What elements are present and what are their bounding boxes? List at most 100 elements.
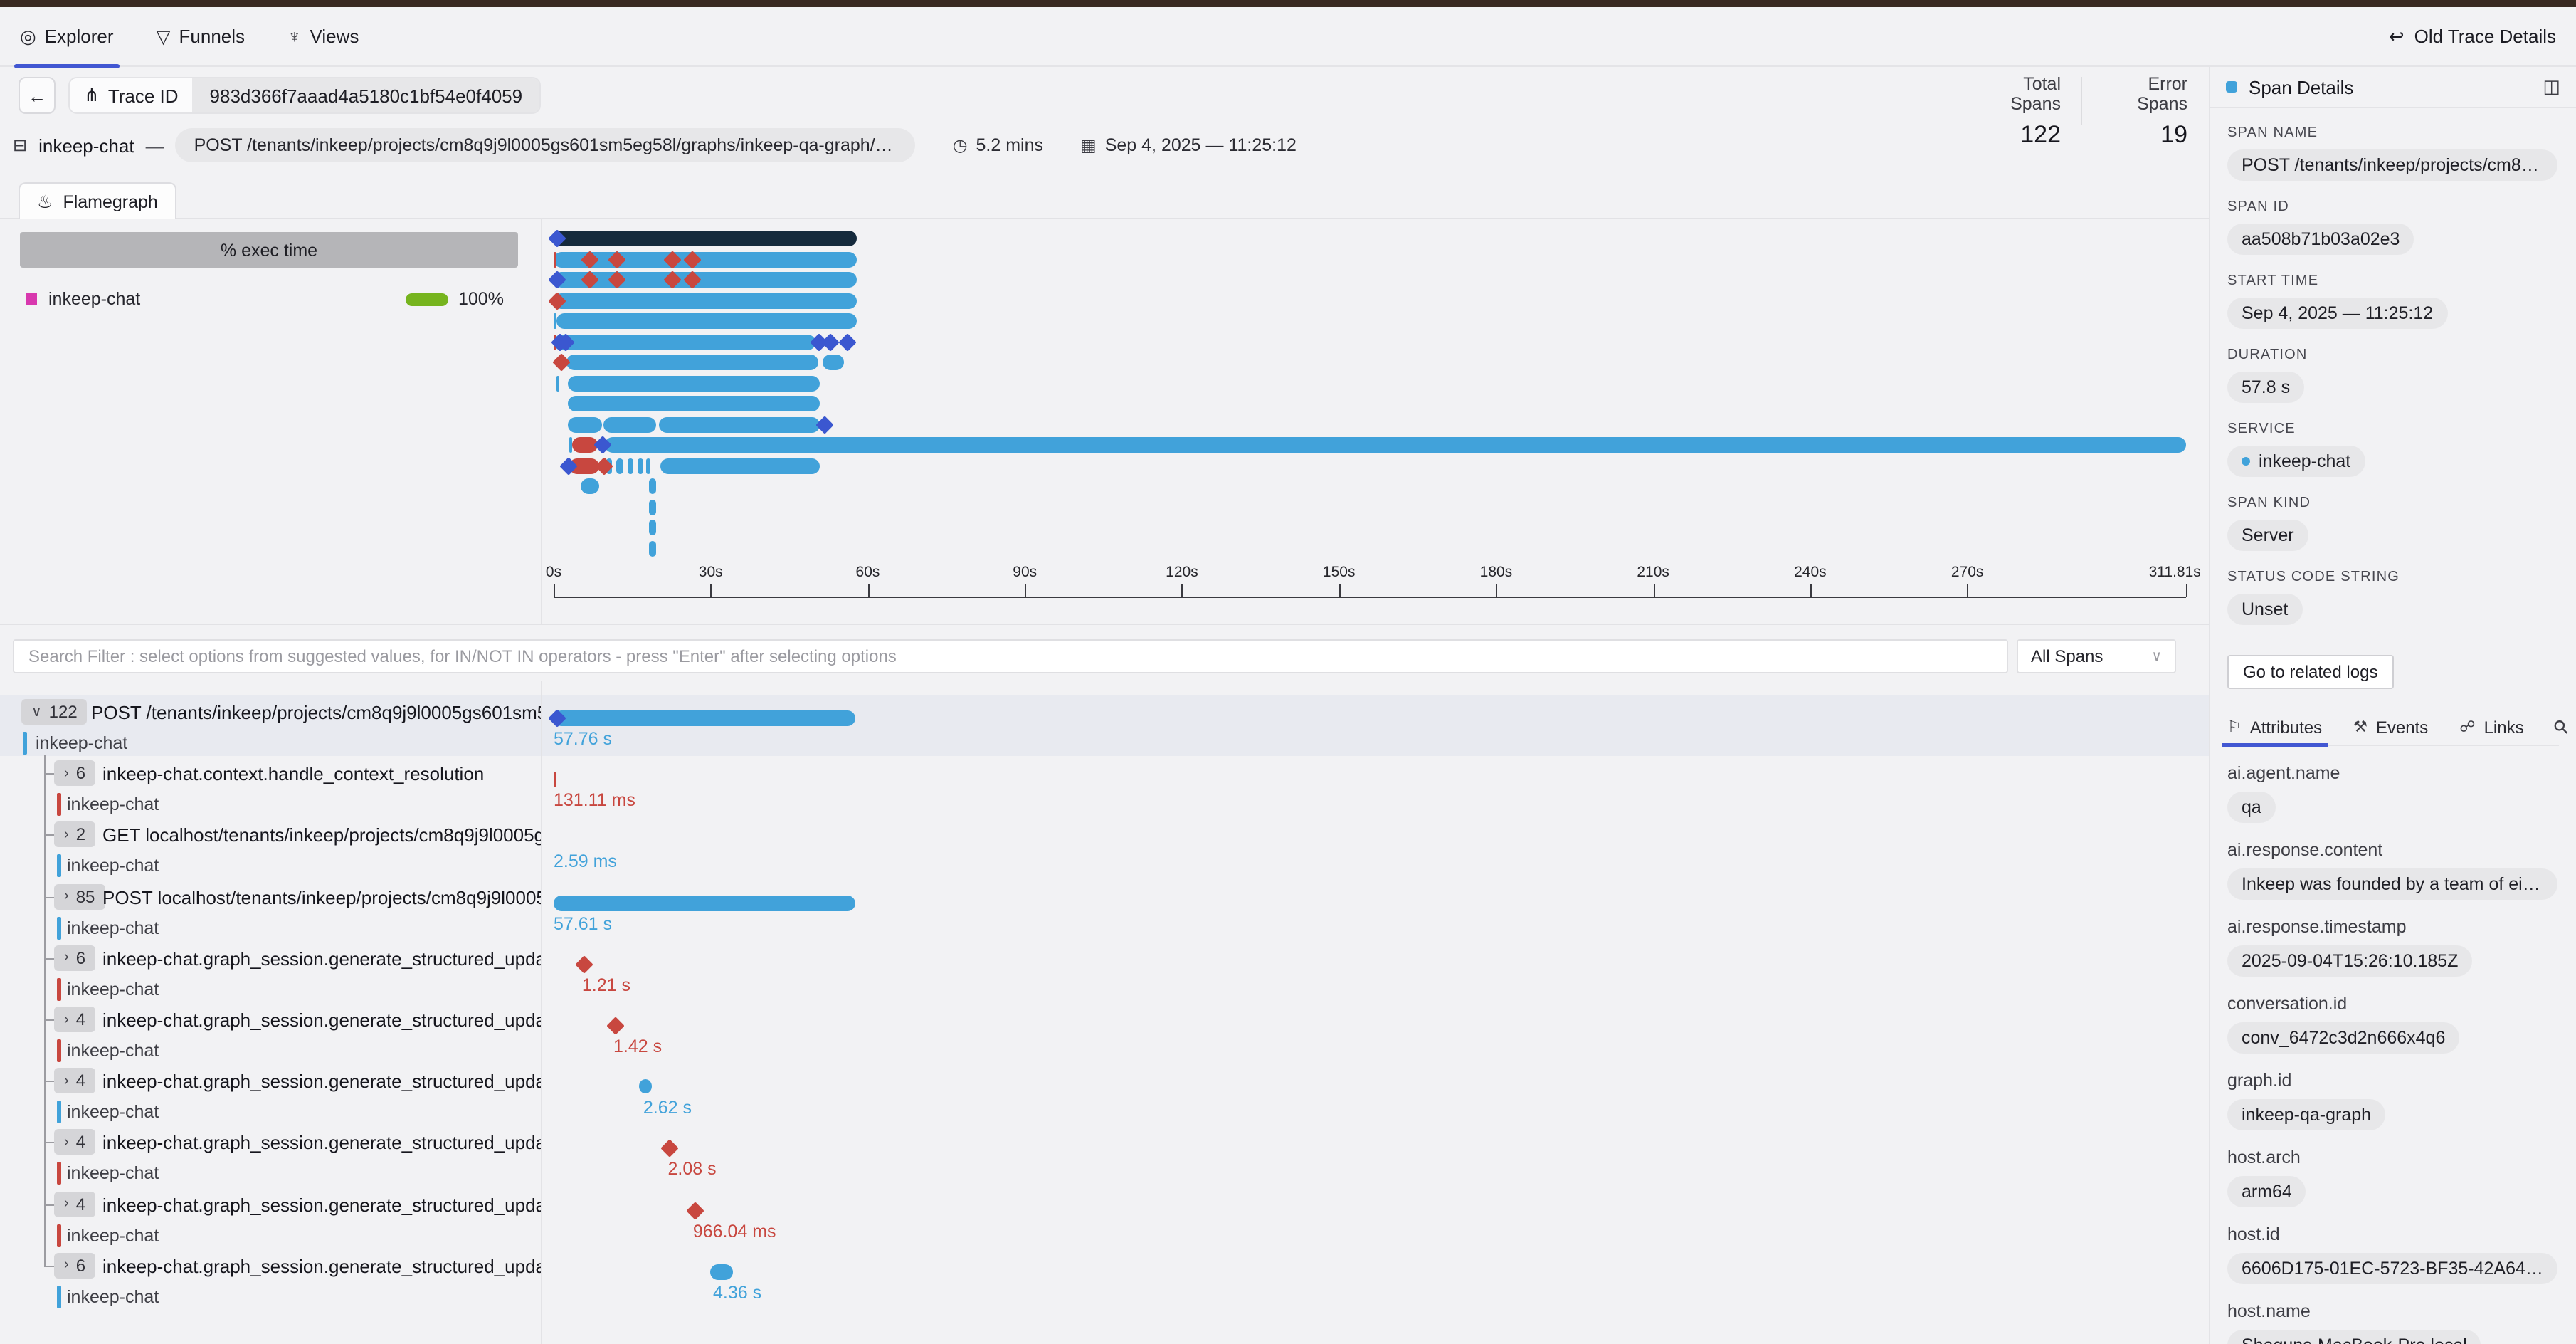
flamegraph-row[interactable]: [554, 540, 2186, 556]
flamegraph-row[interactable]: [554, 250, 2186, 268]
waterfall-span-pill[interactable]: [710, 1264, 734, 1280]
flamegraph-row[interactable]: [554, 456, 2186, 475]
span-bar[interactable]: [646, 458, 651, 473]
search-icon[interactable]: ⚲: [2549, 713, 2574, 739]
span-name[interactable]: inkeep-chat.graph_session.generate_struc…: [102, 1071, 541, 1093]
span-count-chip[interactable]: › 4: [54, 1191, 96, 1217]
span-count-chip[interactable]: › 6: [54, 1252, 96, 1279]
span-bar[interactable]: [648, 520, 657, 535]
flamegraph-row[interactable]: [554, 436, 2187, 454]
span-name[interactable]: GET localhost/tenants/inkeep/projects/cm…: [102, 824, 541, 846]
span-count-chip[interactable]: › 6: [54, 945, 96, 971]
flamegraph-row[interactable]: [548, 271, 2186, 289]
span-count-value: 6: [75, 1255, 86, 1276]
flamegraph-row[interactable]: [554, 396, 2186, 411]
span-bar[interactable]: [658, 416, 820, 432]
span-bar[interactable]: [648, 540, 657, 556]
span-bar[interactable]: [571, 437, 598, 453]
tab-flamegraph[interactable]: ♨ Flamegraph: [19, 182, 176, 219]
axis-tick-mark: [710, 584, 712, 597]
span-details-tabs: ⚐ Attributes ⚒ Events ☍ Links ⚲: [2222, 708, 2574, 747]
span-bar[interactable]: [637, 458, 643, 473]
field-value: aa508b71b03a02e3: [2242, 229, 2400, 249]
flamegraph-row[interactable]: [554, 375, 2186, 391]
span-bar[interactable]: [554, 293, 857, 308]
tab-views[interactable]: ♆ Views: [287, 6, 359, 66]
attribute-value-pill[interactable]: inkeep-qa-graph: [2227, 1099, 2386, 1130]
back-button[interactable]: ←: [19, 77, 56, 114]
span-bar[interactable]: [554, 272, 857, 288]
tab-links[interactable]: ☍ Links: [2459, 708, 2523, 745]
span-count-chip[interactable]: › 2: [54, 821, 96, 848]
tab-attributes[interactable]: ⚐ Attributes: [2222, 708, 2328, 747]
tab-events[interactable]: ⚒ Events: [2353, 708, 2428, 745]
root-endpoint-pill[interactable]: POST /tenants/inkeep/projects/cm8q9j9l00…: [175, 128, 916, 162]
span-name[interactable]: inkeep-chat.graph_session.generate_struc…: [102, 1255, 541, 1277]
span-bar[interactable]: [616, 458, 623, 473]
exec-time-header[interactable]: % exec time: [20, 232, 518, 268]
span-bar[interactable]: [554, 251, 857, 267]
service-status-bar: [56, 1039, 60, 1062]
flamegraph-row[interactable]: [554, 478, 2186, 494]
span-name[interactable]: inkeep-chat.graph_session.generate_struc…: [102, 1009, 541, 1031]
search-filter-input[interactable]: [13, 639, 2008, 673]
span-bar[interactable]: [823, 355, 845, 370]
span-count-chip[interactable]: › 4: [54, 1068, 96, 1094]
span-bar[interactable]: [605, 437, 2187, 453]
span-bar[interactable]: [569, 458, 600, 473]
span-count-chip[interactable]: › 6: [54, 760, 96, 787]
span-bar[interactable]: [660, 458, 820, 473]
panel-toggle-icon[interactable]: ◫: [2543, 75, 2560, 97]
trace-id-value[interactable]: 983d366f7aaad4a5180c1bf54e0f4059: [192, 78, 540, 112]
span-name[interactable]: inkeep-chat.context.handle_context_resol…: [102, 763, 485, 785]
span-count-chip[interactable]: ∨ 122: [21, 699, 88, 725]
flamegraph-row[interactable]: [554, 415, 2186, 434]
span-bar[interactable]: [567, 396, 820, 411]
span-bar[interactable]: [566, 355, 819, 370]
span-bar[interactable]: [627, 458, 633, 473]
span-bar[interactable]: [648, 499, 657, 515]
go-to-related-logs-button[interactable]: Go to related logs: [2227, 655, 2394, 689]
field-value-pill: Unset: [2227, 594, 2303, 625]
old-trace-details-link[interactable]: ↩ Old Trace Details: [2389, 25, 2556, 48]
attribute-value-pill[interactable]: arm64: [2227, 1176, 2306, 1207]
span-bar[interactable]: [648, 478, 657, 494]
span-bar[interactable]: [554, 231, 857, 246]
span-name[interactable]: POST localhost/tenants/inkeep/projects/c…: [102, 886, 541, 908]
attribute-value-pill[interactable]: Shaguns-MacBook-Pro.local: [2227, 1330, 2481, 1344]
span-count-chip[interactable]: › 4: [54, 1129, 96, 1155]
span-name[interactable]: POST /tenants/inkeep/projects/cm8q9j9l00…: [91, 702, 541, 723]
attribute-value-pill[interactable]: 6606D175-01EC-5723-BF35-42A6486...: [2227, 1253, 2557, 1284]
waterfall-span-bar[interactable]: [554, 710, 856, 726]
span-bar[interactable]: [567, 375, 820, 391]
span-count-chip[interactable]: › 4: [54, 1007, 96, 1032]
flamegraph-legend-row[interactable]: inkeep-chat 100%: [26, 288, 510, 310]
error-spans-label: Error Spans: [2137, 74, 2187, 114]
waterfall-span-bar[interactable]: [554, 895, 855, 911]
tab-explorer[interactable]: ◎ Explorer: [14, 6, 120, 68]
attribute-value-pill[interactable]: 2025-09-04T15:26:10.185Z: [2227, 945, 2473, 977]
span-bar[interactable]: [567, 416, 602, 432]
flamegraph-row[interactable]: [548, 291, 2186, 310]
span-bar[interactable]: [603, 416, 657, 432]
span-attribute: host.name Shaguns-MacBook-Pro.local: [2227, 1301, 2559, 1344]
span-name[interactable]: inkeep-chat.graph_session.generate_struc…: [102, 1194, 541, 1216]
flamegraph-row[interactable]: [551, 353, 2186, 372]
flamegraph-row[interactable]: [551, 332, 2186, 351]
span-scope-select[interactable]: All Spans ∨: [2017, 639, 2176, 673]
flamegraph-row[interactable]: [554, 313, 2186, 329]
flamegraph-row[interactable]: [554, 499, 2186, 515]
attribute-value-pill[interactable]: Inkeep was founded by a team of eigh...: [2227, 868, 2557, 900]
span-bar[interactable]: [581, 478, 600, 494]
span-bar[interactable]: [554, 334, 815, 350]
span-name[interactable]: inkeep-chat.graph_session.generate_struc…: [102, 1132, 541, 1154]
span-name[interactable]: inkeep-chat.graph_session.generate_struc…: [102, 947, 541, 970]
span-bar[interactable]: [556, 313, 857, 329]
attribute-value-pill[interactable]: conv_6472c3d2n666x4q6: [2227, 1022, 2460, 1054]
attribute-value-pill[interactable]: qa: [2227, 792, 2276, 823]
flamegraph-canvas[interactable]: [548, 229, 2187, 561]
tab-funnels[interactable]: ▽ Funnels: [157, 6, 246, 66]
flamegraph-row[interactable]: [554, 520, 2186, 535]
span-count-chip[interactable]: › 85: [54, 883, 105, 910]
flamegraph-row[interactable]: [549, 229, 2186, 248]
